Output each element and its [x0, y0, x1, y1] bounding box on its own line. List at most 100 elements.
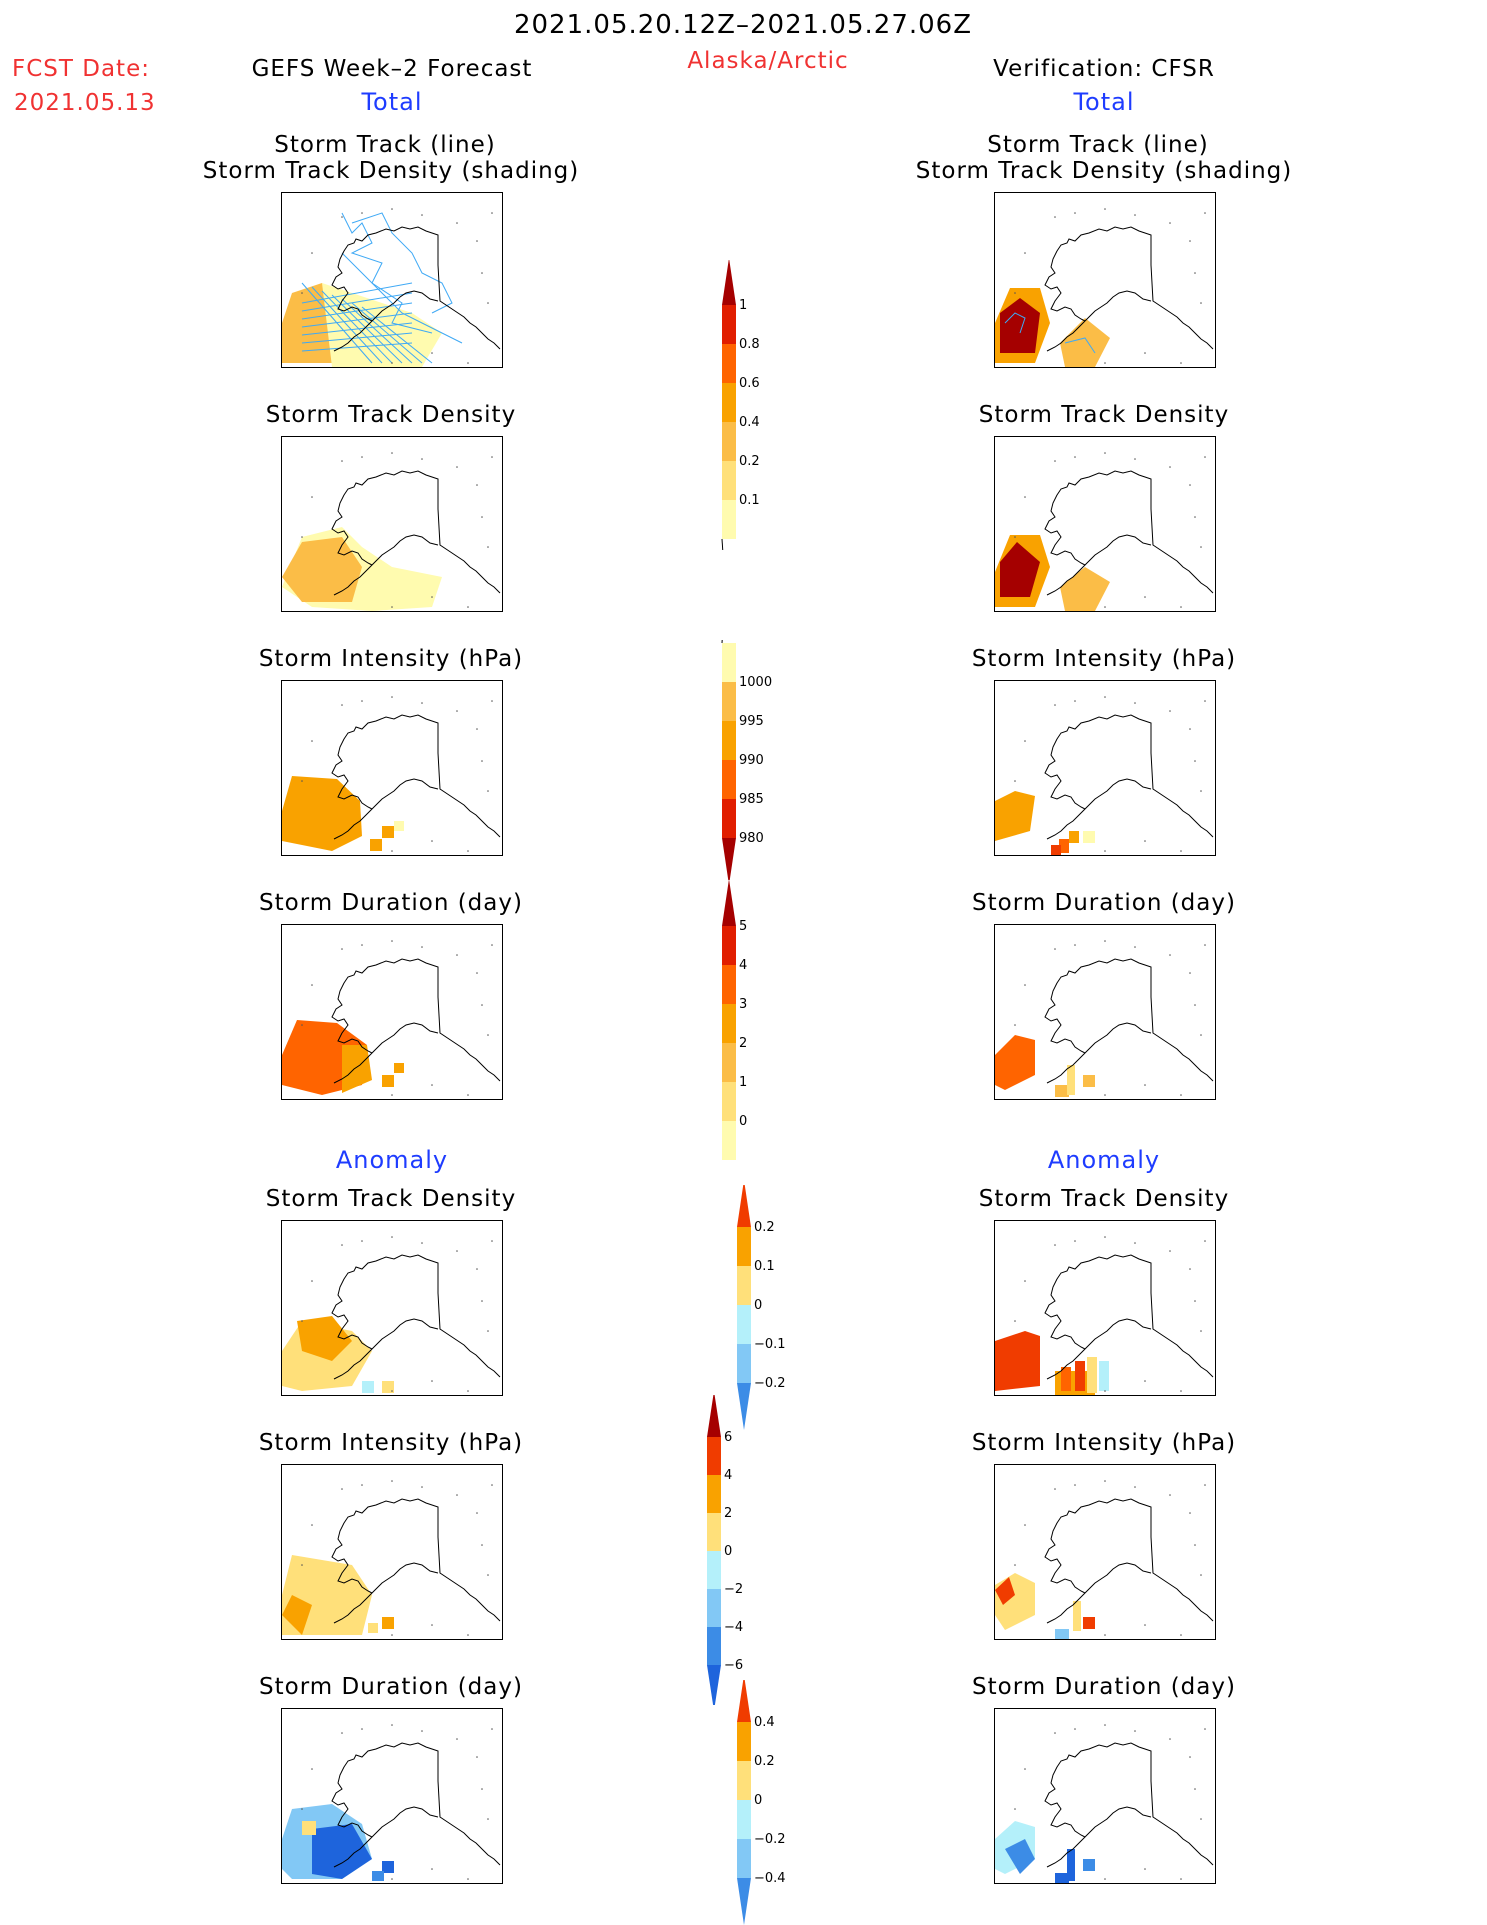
colorbar-tick-label: 3	[739, 997, 747, 1012]
colorbar-tick-label: 0	[739, 1114, 747, 1129]
graticule-dot	[1104, 452, 1106, 454]
colorbar-tick-label: 2	[739, 1036, 747, 1051]
graticule-dot	[1024, 740, 1026, 742]
graticule-dot	[1180, 1634, 1182, 1636]
map-left-intensity	[281, 680, 503, 856]
coastline	[331, 226, 501, 352]
map-right-duration	[994, 924, 1216, 1100]
map-shading	[394, 821, 404, 831]
graticule-dot	[491, 1728, 493, 1730]
map-shading	[1059, 839, 1069, 853]
colorbar-tick-label: 0.6	[739, 376, 760, 391]
right-anom-density-title: Storm Track Density	[978, 1186, 1230, 1212]
graticule-dot	[476, 240, 478, 242]
graticule-dot	[1024, 252, 1026, 254]
graticule-dot	[456, 1738, 458, 1740]
graticule-dot	[341, 216, 343, 218]
coastline	[331, 470, 501, 596]
graticule-dot	[1194, 1544, 1196, 1546]
storm-track-lines	[1004, 312, 1096, 354]
map-right-anom-intensity	[994, 1464, 1216, 1640]
colorbar-segment	[737, 1344, 751, 1383]
graticule-dot	[1189, 1268, 1191, 1270]
graticule-dot	[1169, 954, 1171, 956]
graticule-dot	[1194, 516, 1196, 518]
graticule-dot	[1204, 1240, 1206, 1242]
colorbar-tick-label: 4	[724, 1468, 732, 1483]
graticule-dot	[481, 516, 483, 518]
graticule-dot	[391, 1094, 393, 1096]
coastline	[1044, 226, 1214, 352]
graticule-dot	[481, 760, 483, 762]
graticule-dot	[361, 1484, 363, 1486]
graticule-dot	[1024, 984, 1026, 986]
map-shading	[372, 1871, 384, 1881]
graticule-dot	[1014, 1808, 1016, 1810]
graticule-dot	[481, 1788, 483, 1790]
graticule-dot	[361, 700, 363, 702]
colorbar-tick-label: −0.2	[754, 1376, 786, 1391]
colorbar-segment	[722, 422, 736, 461]
map-shading	[282, 537, 362, 602]
colorbar-tick-label: −4	[724, 1620, 743, 1635]
colorbar-tail	[721, 640, 723, 644]
map-shading	[1000, 542, 1040, 597]
colorbar-segment	[737, 1305, 751, 1344]
graticule-dot	[467, 606, 469, 608]
graticule-dot	[1014, 536, 1016, 538]
left-anom-intensity-title: Storm Intensity (hPa)	[258, 1430, 524, 1456]
graticule-dot	[1180, 1094, 1182, 1096]
map-shading	[1055, 1873, 1069, 1883]
graticule-dot	[1074, 212, 1076, 214]
graticule-dot	[456, 222, 458, 224]
graticule-dot	[487, 1574, 489, 1576]
colorbar-segment	[722, 461, 736, 500]
coastline	[331, 1742, 501, 1868]
map-right-intensity	[994, 680, 1216, 856]
colorbar-segment	[722, 383, 736, 422]
graticule-dot	[1104, 1724, 1106, 1726]
colorbar-segment	[737, 1266, 751, 1305]
graticule-dot	[391, 1390, 393, 1392]
map-shading	[1051, 845, 1061, 855]
graticule-dot	[487, 302, 489, 304]
graticule-dot	[1134, 1730, 1136, 1732]
colorbar-segment	[722, 500, 736, 539]
colorbar-tick-label: −2	[724, 1582, 743, 1597]
graticule-dot	[301, 536, 303, 538]
graticule-dot	[1104, 940, 1106, 942]
graticule-dot	[1104, 1634, 1106, 1636]
graticule-dot	[1180, 850, 1182, 852]
map-right-track	[994, 192, 1216, 368]
map-shading	[1083, 1075, 1095, 1087]
graticule-dot	[311, 984, 313, 986]
graticule-dot	[1054, 704, 1056, 706]
graticule-dot	[1134, 1486, 1136, 1488]
graticule-dot	[456, 1494, 458, 1496]
graticule-dot	[1189, 484, 1191, 486]
graticule-dot	[1204, 1484, 1206, 1486]
colorbar-segment	[707, 1513, 721, 1551]
graticule-dot	[1134, 946, 1136, 948]
right-intensity-title: Storm Intensity (hPa)	[971, 646, 1237, 672]
graticule-dot	[476, 1512, 478, 1514]
graticule-dot	[311, 496, 313, 498]
map-right-anom-duration	[994, 1708, 1216, 1884]
graticule-dot	[1024, 1768, 1026, 1770]
map-shading	[1067, 1849, 1075, 1881]
colorbar-segment	[722, 1004, 736, 1043]
colorbar-segment	[707, 1627, 721, 1665]
graticule-dot	[1134, 214, 1136, 216]
map-shading	[1099, 1361, 1109, 1391]
graticule-dot	[301, 1808, 303, 1810]
graticule-dot	[1074, 1484, 1076, 1486]
colorbar-segment	[722, 643, 736, 682]
coastline	[1044, 470, 1214, 596]
graticule-dot	[1189, 728, 1191, 730]
coastline	[1044, 1498, 1214, 1624]
colorbar-segment	[722, 260, 736, 305]
graticule-dot	[1194, 1004, 1196, 1006]
graticule-dot	[1204, 212, 1206, 214]
graticule-dot	[1180, 1390, 1182, 1392]
colorbar-segment	[722, 1121, 736, 1160]
